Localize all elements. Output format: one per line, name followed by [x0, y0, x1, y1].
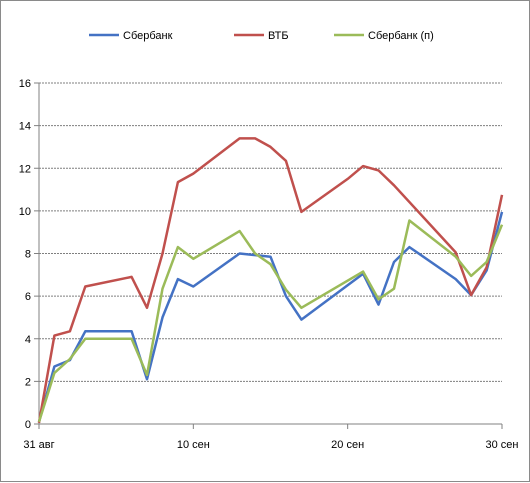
legend-label-sberbank-p: Сбербанк (п)	[368, 30, 434, 42]
y-tick-label: 8	[25, 249, 31, 261]
legend-item-sberbank-p: Сбербанк (п)	[334, 30, 434, 42]
y-tick-label: 0	[25, 419, 31, 431]
legend-item-vtb: ВТБ	[234, 30, 289, 42]
x-tick-label: 10 сен	[177, 439, 210, 451]
y-tick-label: 10	[19, 206, 31, 218]
legend-label-vtb: ВТБ	[268, 30, 289, 42]
legend: Сбербанк ВТБ Сбербанк (п)	[89, 30, 434, 42]
gridlines	[39, 82, 502, 382]
y-tick-label: 12	[19, 163, 31, 175]
x-tick-label: 20 сен	[331, 439, 364, 451]
series-line-vtb	[37, 137, 504, 424]
axes	[34, 82, 503, 429]
legend-item-sberbank: Сбербанк	[89, 30, 173, 42]
y-tick-label: 2	[25, 376, 31, 388]
y-tick-label: 6	[25, 291, 31, 303]
x-tick-label: 30 сен	[486, 439, 519, 451]
y-tick-label: 14	[19, 121, 31, 133]
series-lines	[37, 137, 504, 424]
legend-label-sberbank: Сбербанк	[123, 30, 173, 42]
series-line-sberbank	[37, 211, 504, 423]
tick-labels: 0 2 4 6 8 10 12 14 16 31 авг 10 сен 20 сен 30 сен	[19, 78, 519, 451]
y-tick-label: 4	[25, 334, 31, 346]
x-tick-label: 31 авг	[23, 439, 54, 451]
y-tick-label: 16	[19, 78, 31, 90]
series-line-sberbank-p	[37, 219, 504, 423]
